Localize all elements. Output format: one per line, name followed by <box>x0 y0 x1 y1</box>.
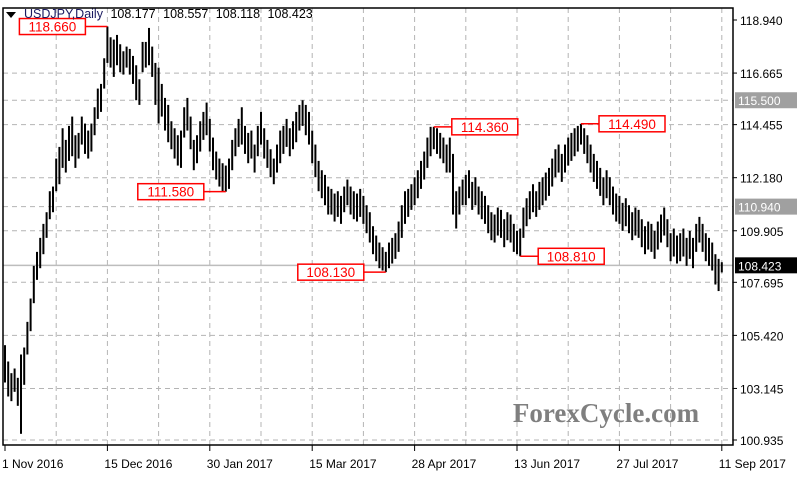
y-tick-label: 103.145 <box>740 382 784 396</box>
annotation-box <box>598 115 666 133</box>
x-tick-label: 28 Apr 2017 <box>412 457 477 471</box>
y-tick-label: 116.665 <box>740 67 783 81</box>
x-axis: 1 Nov 2016 15 Dec 2016 30 Jan 2017 15 Mar 2… <box>2 445 786 471</box>
x-tick-label: 11 Sep 2017 <box>719 457 786 471</box>
grid <box>3 8 733 445</box>
level-label-box <box>735 198 797 215</box>
y-tick-label: 109.905 <box>740 225 784 239</box>
symbol-label: USDJPY,Daily <box>24 7 103 21</box>
annotation-box <box>537 247 605 266</box>
annotation-label: 108.130 <box>306 265 355 280</box>
y-tick-label: 107.695 <box>740 276 784 290</box>
annotation-label: 114.360 <box>461 120 509 135</box>
ohlc-bars <box>4 26 723 434</box>
chart-header: USDJPY,Daily 108.177 108.557 108.118 108… <box>6 7 313 21</box>
annotations: 118.660 111.580 108.130 114.360 108.810 114.4… <box>18 17 666 281</box>
level-label: 115.500 <box>738 94 781 108</box>
annotation-label: 118.660 <box>28 20 76 35</box>
annotation-box <box>18 17 87 36</box>
horizontal-levels: 115.500 110.940 <box>3 92 797 267</box>
y-tick-label: 100.935 <box>740 434 784 448</box>
x-tick-label: 15 Mar 2017 <box>309 457 377 471</box>
low-value: 108.118 <box>215 7 261 21</box>
watermark: ForexCycle.com <box>513 398 700 428</box>
y-tick-label: 118.940 <box>740 14 783 28</box>
annotation-box <box>451 118 519 136</box>
annotation-label: 114.490 <box>608 117 656 132</box>
current-price-label: 108.423 <box>738 259 782 273</box>
y-tick-label: 114.455 <box>740 119 783 133</box>
x-tick-label: 30 Jan 2017 <box>207 457 273 471</box>
x-tick-label: 1 Nov 2016 <box>2 457 64 471</box>
x-tick-label: 13 Jun 2017 <box>514 457 580 471</box>
y-axis: 118.940 116.665 114.455 112.180 109.905 107.6… <box>733 14 797 448</box>
dropdown-triangle-icon[interactable] <box>6 11 16 18</box>
annotation-box <box>297 263 365 281</box>
x-tick-label: 15 Dec 2016 <box>104 457 172 471</box>
x-tick-label: 27 Jul 2017 <box>616 457 678 471</box>
close-value: 108.423 <box>267 7 313 21</box>
level-label-box <box>735 92 797 109</box>
annotation-label: 111.580 <box>147 185 194 200</box>
annotation-label: 108.810 <box>547 249 596 264</box>
high-value: 108.557 <box>163 7 209 21</box>
annotation-box <box>137 182 205 201</box>
current-price-box <box>735 257 797 274</box>
level-label: 110.940 <box>738 201 781 215</box>
plot-frame <box>2 7 734 446</box>
open-value: 108.177 <box>110 7 156 21</box>
y-tick-label: 105.420 <box>740 329 784 343</box>
y-tick-label: 112.180 <box>740 172 783 186</box>
